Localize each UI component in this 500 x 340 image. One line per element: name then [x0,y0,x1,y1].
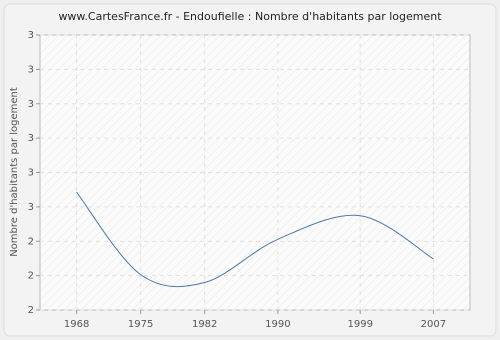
x-tick-label: 1999 [347,319,372,330]
y-tick-label: 2 [28,236,34,247]
y-tick-label: 3 [28,133,34,144]
y-tick-label: 3 [28,168,34,179]
chart-title: www.CartesFrance.fr - Endoufielle : Nomb… [58,10,442,23]
y-tick-label: 2 [28,271,34,282]
y-tick-label: 2 [28,305,34,316]
x-tick-label: 2007 [421,319,446,330]
x-tick-label: 1975 [128,319,153,330]
x-tick-label: 1990 [265,319,290,330]
y-tick-label: 3 [28,99,34,110]
plot-area [39,34,471,311]
y-tick-label: 3 [28,30,34,41]
x-tick-label: 1982 [192,319,217,330]
y-tick-label: 3 [28,64,34,75]
y-tick-label: 3 [28,202,34,213]
line-series [76,191,434,288]
y-axis-label: Nombre d'habitants par logement [9,87,20,257]
x-tick-label: 1968 [64,319,89,330]
